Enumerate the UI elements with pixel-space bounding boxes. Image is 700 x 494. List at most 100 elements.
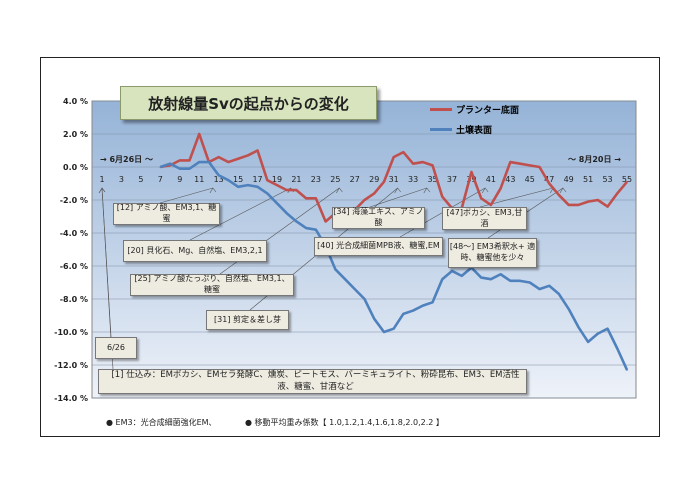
annotation-box: [40] 光合成細菌MPB液、糖蜜,EM bbox=[314, 237, 443, 256]
x-tick-label: 27 bbox=[350, 175, 360, 184]
data-point bbox=[558, 194, 560, 196]
data-point bbox=[490, 204, 492, 206]
arrowhead-icon bbox=[394, 187, 401, 194]
x-tick-label: 51 bbox=[583, 175, 593, 184]
data-point bbox=[363, 298, 366, 300]
y-tick-label: -6.0 % bbox=[60, 262, 88, 271]
y-tick-label: 0.0 % bbox=[63, 163, 88, 172]
y-tick-label: -2.0 % bbox=[60, 196, 88, 205]
annotation-box: [12] アミノ酸、EM3,1、糖蜜 bbox=[113, 203, 220, 225]
y-tick-label: 2.0 % bbox=[63, 130, 88, 139]
data-point bbox=[373, 192, 376, 195]
data-point bbox=[208, 161, 210, 163]
data-point bbox=[256, 186, 259, 188]
arrowhead-icon bbox=[559, 187, 567, 194]
data-point bbox=[334, 268, 337, 271]
y-tick-label: -14.0 % bbox=[54, 394, 88, 403]
data-point bbox=[499, 273, 502, 276]
annotation-box: [25] アミノ酸たっぷり、自然塩、EM3,1、糖蜜 bbox=[130, 274, 294, 296]
data-point bbox=[295, 189, 298, 191]
x-tick-label: 21 bbox=[291, 175, 301, 184]
data-point bbox=[441, 278, 444, 281]
data-point bbox=[577, 204, 580, 206]
x-tick-label: 3 bbox=[119, 175, 124, 184]
legend-item-planter: プランター底面 bbox=[430, 103, 519, 116]
data-point bbox=[169, 162, 171, 165]
data-point bbox=[480, 197, 482, 200]
data-point bbox=[285, 189, 288, 191]
x-tick-label: 43 bbox=[505, 175, 515, 184]
data-point bbox=[373, 318, 376, 320]
data-point bbox=[460, 275, 463, 277]
data-point bbox=[402, 313, 405, 315]
data-point bbox=[431, 301, 434, 304]
data-point bbox=[324, 220, 327, 223]
x-tick-label: 9 bbox=[177, 175, 182, 184]
data-point bbox=[528, 164, 531, 167]
data-point bbox=[305, 197, 307, 200]
x-tick-label: 49 bbox=[564, 175, 574, 184]
data-point bbox=[470, 171, 473, 173]
legend-item-soil: 土壌表面 bbox=[430, 123, 492, 136]
data-point bbox=[256, 149, 259, 152]
data-point bbox=[344, 278, 346, 281]
data-point bbox=[285, 212, 288, 214]
y-tick-label: -10.0 % bbox=[54, 328, 88, 337]
x-tick-label: 29 bbox=[369, 175, 379, 184]
data-point bbox=[587, 200, 589, 203]
annotation-arrow bbox=[369, 187, 427, 208]
x-tick-label: 23 bbox=[311, 175, 321, 184]
x-tick-label: 13 bbox=[214, 175, 224, 184]
data-point bbox=[538, 166, 541, 168]
data-point bbox=[188, 167, 191, 170]
annotation-box: [31] 剪定＆差し芽 bbox=[206, 310, 289, 330]
data-point bbox=[490, 278, 492, 281]
data-point bbox=[402, 151, 405, 153]
data-point bbox=[227, 161, 230, 163]
data-point bbox=[606, 205, 609, 208]
x-tick-label: 33 bbox=[408, 175, 418, 184]
data-point bbox=[188, 159, 191, 162]
legend-label: 土壌表面 bbox=[456, 126, 493, 136]
annotation-arrow bbox=[189, 187, 291, 241]
arrowhead-icon bbox=[209, 187, 217, 194]
y-tick-label: -12.0 % bbox=[54, 361, 88, 370]
annotation-box: [20] 貝化石、Mg、自然塩、EM3,2,1 bbox=[123, 240, 267, 262]
data-point bbox=[247, 184, 249, 186]
annotation-arrow bbox=[159, 187, 214, 204]
data-point bbox=[363, 199, 366, 201]
data-point bbox=[499, 187, 502, 190]
data-point bbox=[412, 309, 414, 312]
data-point bbox=[276, 184, 278, 186]
data-point bbox=[198, 161, 201, 163]
x-tick-label: 5 bbox=[138, 175, 143, 184]
x-tick-label: 11 bbox=[194, 175, 204, 184]
annotation-box: [47]ボカシ、EM3,甘酒 bbox=[442, 207, 527, 230]
data-point bbox=[597, 199, 599, 201]
x-tick-label: 25 bbox=[330, 175, 340, 184]
data-point bbox=[587, 341, 589, 343]
x-tick-label: 15 bbox=[233, 175, 243, 184]
data-point bbox=[422, 161, 424, 163]
data-point bbox=[178, 159, 181, 162]
annotation-box: [34] 海藻エキス、アミノ酸 bbox=[332, 207, 425, 229]
data-point bbox=[597, 332, 599, 335]
data-point bbox=[217, 174, 220, 177]
data-point bbox=[509, 161, 512, 163]
x-tick-label: 53 bbox=[602, 175, 612, 184]
arrowhead-icon bbox=[481, 187, 489, 194]
data-point bbox=[441, 195, 444, 198]
arrowhead-icon bbox=[336, 187, 343, 194]
data-point bbox=[480, 276, 482, 279]
x-tick-label: 55 bbox=[622, 175, 632, 184]
data-point bbox=[305, 227, 307, 229]
y-tick-label: -4.0 % bbox=[60, 229, 88, 238]
footnote-weights: ● 移動平均重み係数【 1.0,1.2,1.4,1.6,1.8,2.0,2.2 … bbox=[245, 418, 444, 427]
y-tick-label: -8.0 % bbox=[60, 295, 88, 304]
annotation-box: [48～] EM3希釈水+ 適時、糖蜜他を少々 bbox=[448, 238, 537, 268]
footnote-em3: ● EM3：光合成細菌強化EM、 bbox=[106, 418, 217, 427]
data-point bbox=[538, 288, 541, 290]
data-point bbox=[276, 202, 278, 205]
data-point bbox=[528, 281, 531, 284]
data-point bbox=[227, 179, 230, 181]
